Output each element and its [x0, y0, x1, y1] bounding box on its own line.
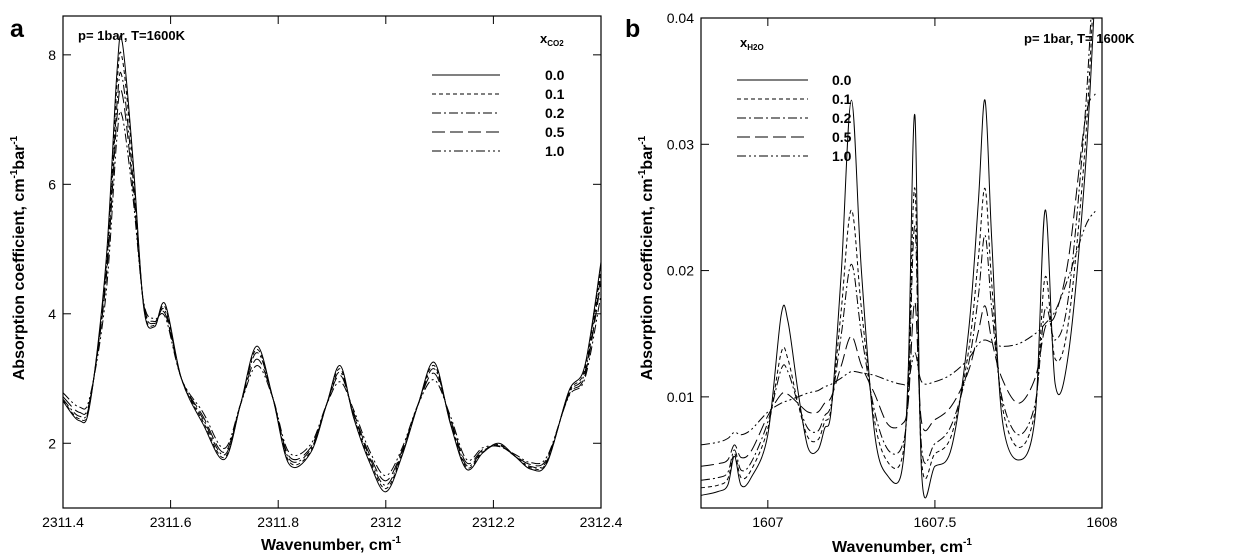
series-line-0.2 [701, 18, 1092, 481]
legend-label: 0.0 [545, 67, 565, 83]
series-line-0.5 [63, 88, 601, 482]
series-line-0.2 [63, 71, 601, 486]
series-line-1.0 [701, 210, 1096, 446]
panel-a: a p= 1bar, T=1600K Wavenumber, cm-1 Abso… [9, 15, 623, 554]
conditions-annotation-a: p= 1bar, T=1600K [78, 28, 186, 43]
x-tick-label: 1607 [752, 514, 783, 530]
series-group [63, 35, 601, 493]
y-tick-label: 0.04 [667, 10, 694, 26]
legend-label: 0.1 [545, 86, 565, 102]
x-tick-label: 1608 [1086, 514, 1117, 530]
x-tick-label: 2312 [370, 514, 401, 530]
legend-label: 1.0 [832, 148, 852, 164]
series-line-0.0 [701, 18, 1095, 499]
legend-label: 0.2 [545, 105, 565, 121]
series-line-1.0 [63, 110, 601, 477]
x-axis-title-b: Wavenumber, cm-1 [832, 537, 972, 554]
x-axis-title-a: Wavenumber, cm-1 [261, 535, 401, 554]
panel-b: b p= 1bar, T= 1600K Wavenumber, cm-1 Abs… [625, 10, 1135, 554]
y-tick-label: 6 [48, 176, 56, 192]
legend-title-a: xCO2 [540, 31, 564, 48]
legend-label: 0.0 [832, 72, 852, 88]
y-tick-label: 0.01 [667, 389, 694, 405]
x-tick-label: 2311.6 [150, 514, 192, 530]
series-line-0.1 [63, 51, 601, 490]
y-tick-label: 8 [48, 47, 56, 63]
series-group [701, 18, 1096, 499]
y-tick-label: 2 [48, 435, 56, 451]
y-axis-title-b: Absorption coefficient, cm-1bar-1 [637, 135, 656, 380]
series-line-0.5 [701, 93, 1096, 467]
legend-title-b: xH2O [740, 35, 764, 52]
conditions-annotation-b: p= 1bar, T= 1600K [1024, 31, 1135, 46]
legend-label: 0.5 [832, 129, 852, 145]
y-tick-label: 0.02 [667, 263, 694, 279]
legend-label: 0.2 [832, 110, 852, 126]
plot-frame [700, 17, 1103, 509]
x-tick-label: 2311.8 [257, 514, 299, 530]
series-line-0.0 [63, 35, 601, 493]
plot-frame [62, 15, 602, 509]
x-tick-label: 2312.4 [580, 514, 623, 530]
legend-label: 0.1 [832, 91, 852, 107]
x-tick-label: 1607.5 [914, 514, 957, 530]
legend-label: 1.0 [545, 143, 565, 159]
y-axis-title-a: Absorption coefficient, cm-1bar-1 [9, 135, 28, 380]
y-tick-label: 0.03 [667, 136, 694, 152]
series-line-0.1 [701, 18, 1093, 489]
x-tick-label: 2311.4 [42, 514, 84, 530]
y-tick-label: 4 [48, 306, 56, 322]
panel-label-a: a [10, 15, 25, 43]
x-tick-label: 2312.2 [472, 514, 515, 530]
panel-label-b: b [625, 15, 640, 43]
legend-label: 0.5 [545, 124, 565, 140]
